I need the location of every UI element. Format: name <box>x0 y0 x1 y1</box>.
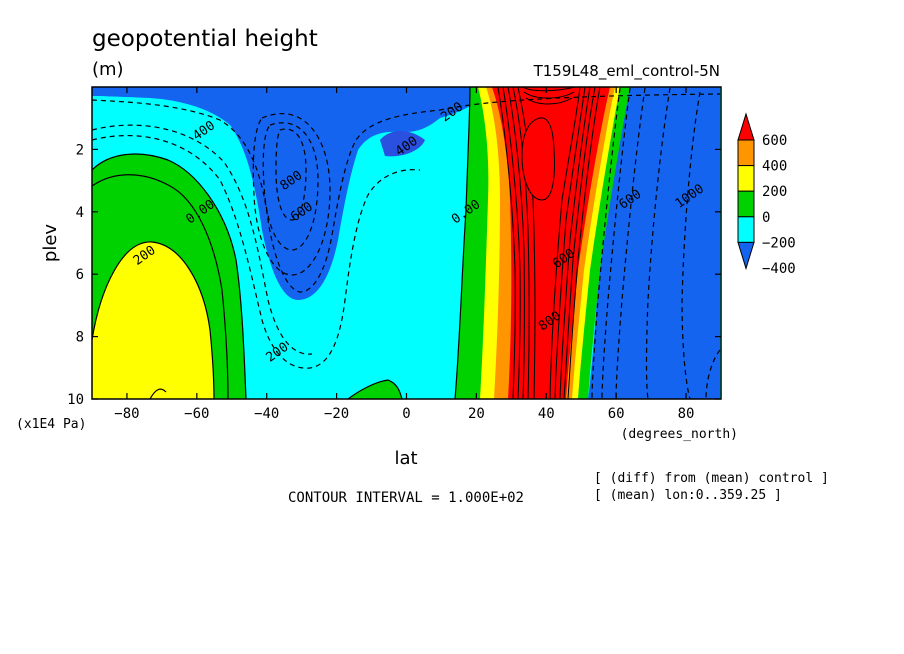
y-tick-label: 4 <box>76 205 84 221</box>
chart-subtitle: T159L48_eml_control-5N <box>533 62 720 81</box>
y-tick-label: 8 <box>76 330 84 346</box>
chart-units: (m) <box>92 59 124 80</box>
x-tick-label: −40 <box>254 406 279 422</box>
colorbar-label: 0 <box>762 210 770 226</box>
y-axis: 2 4 6 8 10 <box>67 142 721 408</box>
x-tick-label: −20 <box>324 406 349 422</box>
x-axis: −80 −60 −40 −20 0 20 40 60 80 <box>114 87 694 422</box>
red-core <box>521 117 555 201</box>
colorbar-label: 200 <box>762 184 787 200</box>
contour-interval: CONTOUR INTERVAL = 1.000E+02 <box>288 490 524 506</box>
y-tick-label: 6 <box>76 267 84 283</box>
colorbar-label: 400 <box>762 159 787 175</box>
colorbar-top-arrow <box>737 112 755 141</box>
x-axis-units: (degrees_north) <box>621 427 738 442</box>
fill-green-eq <box>348 380 402 399</box>
colorbar-swatch <box>737 190 755 218</box>
annotation-diff: [ (diff) from (mean) control ] <box>594 471 829 486</box>
x-tick-label: −80 <box>114 406 139 422</box>
y-axis-label: plev <box>40 224 61 263</box>
fill-blue-south <box>92 87 720 300</box>
colorbar: 600 400 200 0 −200 −400 <box>737 112 796 277</box>
x-tick-label: −60 <box>184 406 209 422</box>
colorbar-label: −200 <box>762 235 796 251</box>
colorbar-label: −400 <box>762 261 796 277</box>
x-axis-label: lat <box>394 448 417 469</box>
colorbar-bottom-arrow <box>737 241 755 271</box>
y-tick-label: 2 <box>76 142 84 158</box>
x-tick-label: 40 <box>538 406 555 422</box>
y-axis-units: (x1E4 Pa) <box>16 417 86 432</box>
annotation-mean: [ (mean) lon:0..359.25 ] <box>594 488 782 503</box>
positive-contour-lines <box>92 87 471 399</box>
chart-title: geopotential height <box>92 26 318 52</box>
contour-field <box>92 87 721 399</box>
x-tick-label: 60 <box>608 406 625 422</box>
x-tick-label: 20 <box>468 406 485 422</box>
colorbar-label: 600 <box>762 133 787 149</box>
fill-red-jet <box>492 87 610 399</box>
x-tick-label: 0 <box>402 406 410 422</box>
colorbar-swatch <box>737 216 755 243</box>
fill-darkblue-eq <box>380 131 425 157</box>
x-tick-label: 80 <box>678 406 695 422</box>
colorbar-swatch <box>737 165 755 192</box>
colorbar-swatch <box>737 139 755 167</box>
fill-yellow-south <box>92 241 214 399</box>
y-tick-label: 10 <box>67 392 84 408</box>
negative-contour-lines <box>92 87 721 399</box>
jet-contour-lines <box>497 87 601 399</box>
